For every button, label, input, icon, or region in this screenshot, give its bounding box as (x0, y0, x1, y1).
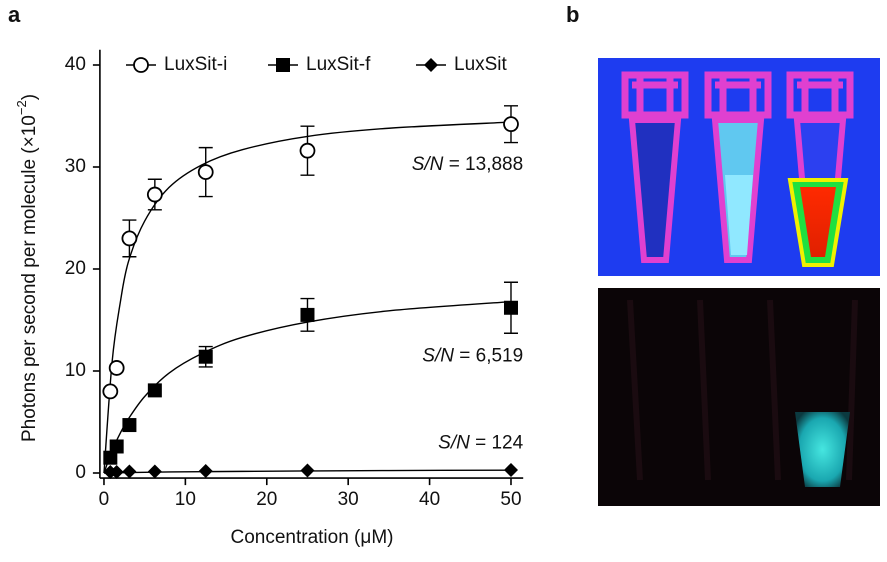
marker (133, 57, 149, 73)
annotation: S/N = 6,519 (422, 346, 523, 367)
x-tick-label: 10 (175, 489, 196, 510)
panel-label: b (566, 2, 579, 27)
marker (122, 464, 137, 479)
photo-bottom (598, 288, 880, 506)
y-axis-label: Photons per second per molecule (×10−2) (14, 94, 40, 442)
y-tick-label: 10 (65, 360, 86, 381)
marker (503, 462, 518, 477)
marker (108, 360, 125, 376)
y-tick-label: 20 (65, 258, 86, 279)
fit-curve (103, 300, 512, 474)
x-tick-label: 50 (500, 489, 521, 510)
marker (109, 439, 124, 454)
fit-curve (103, 121, 512, 474)
marker (197, 164, 214, 181)
x-tick-label: 30 (338, 489, 359, 510)
y-axis-label-text: Photons per second per molecule (×10 (19, 115, 40, 442)
marker (122, 418, 137, 433)
legend-label: LuxSit (454, 54, 508, 75)
marker (300, 307, 315, 322)
y-tick-label: 0 (75, 462, 86, 483)
x-tick-label: 40 (419, 489, 440, 510)
marker (109, 464, 124, 479)
y-tick-label: 30 (65, 156, 86, 177)
legend-label: LuxSit-f (306, 54, 371, 75)
annotation-label: S/N (438, 432, 470, 453)
x-tick-label: 20 (256, 489, 277, 510)
marker (503, 116, 519, 133)
y-axis-label-exponent: −2 (14, 100, 29, 115)
annotation-text: = 13,888 (449, 154, 524, 175)
marker (299, 142, 316, 159)
marker (424, 58, 438, 72)
annotation: S/N = 13,888 (412, 154, 523, 175)
marker (102, 383, 119, 400)
y-axis-label-end: ) (19, 94, 40, 100)
marker (300, 463, 315, 478)
x-axis-label: Concentration (μM) (230, 527, 393, 548)
marker (147, 464, 162, 479)
annotation: S/N = 124 (438, 432, 523, 453)
marker (146, 186, 163, 203)
annotation-text: = 124 (475, 432, 524, 453)
marker (198, 349, 213, 364)
panel-label: a (8, 2, 21, 27)
y-tick-label: 40 (65, 54, 86, 75)
annotation-text: = 6,519 (459, 346, 523, 367)
marker (503, 300, 518, 315)
marker (276, 58, 290, 72)
marker (103, 450, 118, 465)
marker (198, 463, 213, 478)
photo-top (598, 58, 880, 276)
annotation-label: S/N (412, 154, 444, 175)
marker (121, 230, 138, 247)
annotation-label: S/N (422, 346, 454, 367)
marker (147, 383, 162, 398)
x-tick-label: 0 (99, 489, 110, 510)
legend-label: LuxSit-i (164, 54, 227, 75)
